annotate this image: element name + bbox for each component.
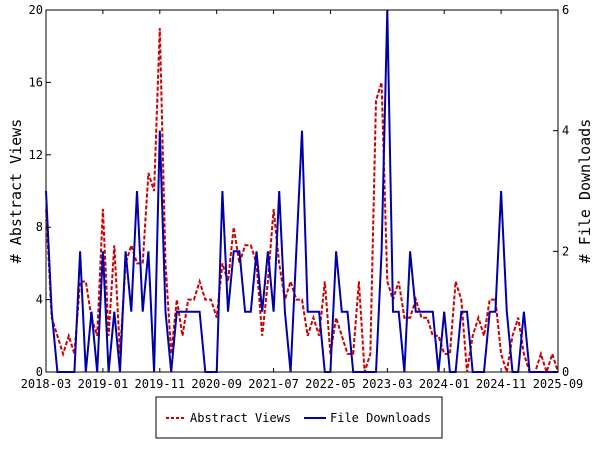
x-tick-label: 2019-01: [78, 377, 129, 391]
x-tick-label: 2022-05: [305, 377, 356, 391]
y-axis-left: 0 4 8 12 16 20: [29, 3, 51, 379]
y-tick-label-left: 8: [36, 220, 43, 234]
y-tick-label-left: 12: [29, 148, 43, 162]
series-layer: [45, 9, 559, 376]
legend-label-abstract-views: Abstract Views: [190, 411, 291, 425]
x-tick-label: 2019-11: [134, 377, 185, 391]
legend-label-file-downloads: File Downloads: [330, 411, 431, 425]
x-tick-label: 2021-07: [248, 377, 299, 391]
x-tick-label: 2018-03: [21, 377, 72, 391]
x-tick-label: 2024-11: [476, 377, 527, 391]
x-tick-label: 2020-09: [191, 377, 242, 391]
legend: Abstract Views File Downloads: [155, 396, 443, 439]
y-tick-label-right: 0: [562, 365, 569, 379]
legend-box: [155, 396, 443, 439]
series-line-abstract-views: [45, 28, 559, 376]
y-tick-label-right: 6: [562, 3, 569, 17]
y-tick-label-left: 20: [29, 3, 43, 17]
y-axis-title-left: # Abstract Views: [7, 119, 25, 264]
y-tick-label-left: 4: [36, 293, 43, 307]
y-tick-label-right: 2: [562, 244, 569, 258]
y-axis-right: 0 2 4 6: [553, 3, 569, 379]
x-tick-label: 2023-03: [362, 377, 413, 391]
y-tick-label-right: 4: [562, 124, 569, 138]
x-axis: 2018-03 2019-01 2019-11 2020-09 2021-07 2022-…: [21, 10, 584, 391]
y-tick-label-left: 16: [29, 75, 43, 89]
y-tick-label-left: 0: [36, 365, 43, 379]
series-line-file-downloads: [45, 9, 558, 373]
y-axis-title-right: # File Downloads: [576, 119, 594, 264]
x-tick-label: 2025-09: [533, 377, 584, 391]
x-tick-label: 2024-01: [419, 377, 470, 391]
